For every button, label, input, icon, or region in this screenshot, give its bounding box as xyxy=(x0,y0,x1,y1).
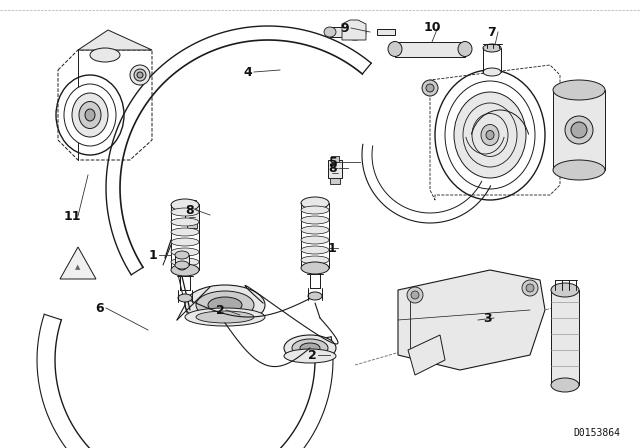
Ellipse shape xyxy=(171,228,199,236)
Bar xyxy=(330,178,340,184)
Ellipse shape xyxy=(308,292,322,300)
Circle shape xyxy=(407,287,423,303)
Ellipse shape xyxy=(185,308,265,326)
Ellipse shape xyxy=(344,24,366,40)
Text: D0153864: D0153864 xyxy=(573,428,620,438)
Ellipse shape xyxy=(301,236,329,244)
Ellipse shape xyxy=(171,258,199,266)
Ellipse shape xyxy=(175,261,189,269)
Ellipse shape xyxy=(551,378,579,392)
Ellipse shape xyxy=(196,291,254,319)
Ellipse shape xyxy=(553,80,605,100)
Text: 3: 3 xyxy=(484,311,492,324)
Ellipse shape xyxy=(130,65,150,85)
Polygon shape xyxy=(60,247,96,279)
Text: 6: 6 xyxy=(96,302,104,314)
Text: 8: 8 xyxy=(329,161,337,175)
Ellipse shape xyxy=(196,311,254,323)
Circle shape xyxy=(422,80,438,96)
Ellipse shape xyxy=(175,251,189,259)
Polygon shape xyxy=(398,270,545,370)
Circle shape xyxy=(522,280,538,296)
Ellipse shape xyxy=(301,256,329,264)
Bar xyxy=(330,27,355,37)
Ellipse shape xyxy=(178,294,192,302)
Bar xyxy=(185,204,199,222)
Ellipse shape xyxy=(458,42,472,56)
Ellipse shape xyxy=(284,349,336,363)
Ellipse shape xyxy=(553,160,605,180)
Ellipse shape xyxy=(292,339,328,357)
Ellipse shape xyxy=(301,246,329,254)
Ellipse shape xyxy=(565,116,593,144)
Text: 1: 1 xyxy=(148,249,157,262)
Polygon shape xyxy=(408,335,445,375)
Text: 10: 10 xyxy=(423,21,441,34)
Ellipse shape xyxy=(90,48,120,62)
Ellipse shape xyxy=(171,218,199,226)
Text: 5: 5 xyxy=(328,155,337,168)
Circle shape xyxy=(177,260,183,266)
Polygon shape xyxy=(78,30,152,50)
Bar xyxy=(187,222,197,228)
Text: ▲: ▲ xyxy=(76,264,81,270)
Ellipse shape xyxy=(208,297,242,313)
Bar xyxy=(395,42,465,57)
Circle shape xyxy=(426,84,434,92)
Ellipse shape xyxy=(481,125,499,146)
Polygon shape xyxy=(342,20,366,40)
Bar xyxy=(553,90,605,170)
Ellipse shape xyxy=(483,44,501,52)
Circle shape xyxy=(176,258,188,270)
Ellipse shape xyxy=(300,343,320,353)
Bar xyxy=(331,156,339,162)
Ellipse shape xyxy=(348,27,362,37)
Ellipse shape xyxy=(134,69,146,81)
Ellipse shape xyxy=(171,264,199,276)
Ellipse shape xyxy=(388,42,402,56)
Ellipse shape xyxy=(171,248,199,256)
Ellipse shape xyxy=(454,92,526,178)
Bar xyxy=(328,160,342,178)
Circle shape xyxy=(526,284,534,292)
Ellipse shape xyxy=(486,130,494,139)
Ellipse shape xyxy=(72,93,108,137)
Ellipse shape xyxy=(551,283,579,297)
Text: 4: 4 xyxy=(244,65,252,78)
Ellipse shape xyxy=(171,208,199,216)
Text: 8: 8 xyxy=(186,203,195,216)
Circle shape xyxy=(411,291,419,299)
Ellipse shape xyxy=(301,262,329,274)
Text: 2: 2 xyxy=(216,303,225,316)
Ellipse shape xyxy=(301,216,329,224)
Ellipse shape xyxy=(301,226,329,234)
Ellipse shape xyxy=(301,197,329,209)
Ellipse shape xyxy=(79,102,101,129)
Ellipse shape xyxy=(64,84,116,146)
Bar xyxy=(188,200,196,206)
Ellipse shape xyxy=(284,335,336,361)
Ellipse shape xyxy=(301,206,329,214)
Bar xyxy=(175,255,189,265)
Bar xyxy=(377,29,395,35)
Ellipse shape xyxy=(171,238,199,246)
Text: 1: 1 xyxy=(328,241,337,254)
Ellipse shape xyxy=(171,199,199,211)
Bar xyxy=(551,290,579,385)
Ellipse shape xyxy=(472,113,508,156)
Ellipse shape xyxy=(324,27,336,37)
Ellipse shape xyxy=(483,68,501,76)
Ellipse shape xyxy=(85,109,95,121)
Ellipse shape xyxy=(185,285,265,325)
Ellipse shape xyxy=(137,72,143,78)
Text: 7: 7 xyxy=(488,26,497,39)
Text: 11: 11 xyxy=(63,210,81,223)
Text: 2: 2 xyxy=(308,349,316,362)
Text: 9: 9 xyxy=(340,22,349,34)
Ellipse shape xyxy=(571,122,587,138)
